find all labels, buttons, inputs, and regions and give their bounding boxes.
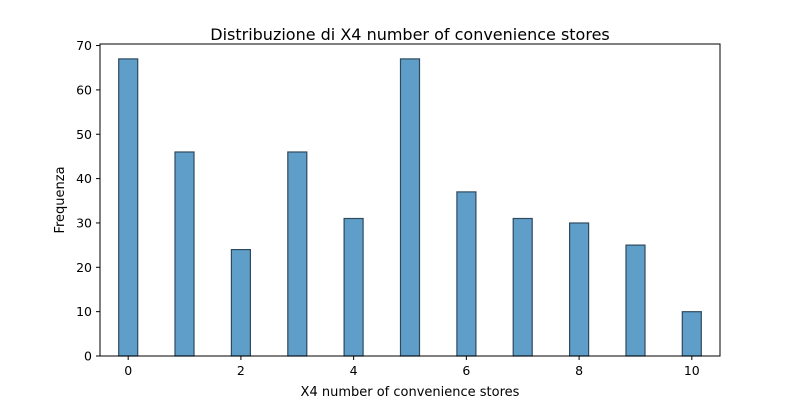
bars-group — [118, 58, 702, 357]
bar-1 — [174, 151, 195, 357]
x-axis-ticks: 0 2 4 6 8 10 — [124, 356, 700, 378]
y-tick-label-20: 20 — [76, 260, 92, 275]
bar-7 — [512, 217, 533, 357]
y-axis-ticks: 0 10 20 30 40 50 60 70 — [76, 38, 100, 364]
y-tick-label-50: 50 — [76, 127, 92, 142]
bar-4 — [343, 217, 364, 357]
bar-8 — [568, 222, 590, 357]
bar-6 — [456, 191, 477, 357]
bar-0 — [118, 58, 139, 357]
bar-3 — [287, 151, 308, 357]
x-tick-label-0: 0 — [124, 363, 132, 378]
y-axis-label: Frequenza — [53, 166, 68, 233]
bar-5 — [399, 58, 421, 357]
y-tick-label-40: 40 — [76, 171, 92, 186]
y-tick-label-60: 60 — [76, 82, 92, 97]
chart-title: Distribuzione di X4 number of convenienc… — [210, 25, 610, 44]
x-tick-label-8: 8 — [575, 363, 583, 378]
x-tick-label-2: 2 — [237, 363, 245, 378]
y-tick-label-70: 70 — [76, 38, 92, 53]
y-tick-label-30: 30 — [76, 215, 92, 230]
bar-10 — [681, 311, 702, 357]
x-tick-label-4: 4 — [350, 363, 358, 378]
x-tick-label-10: 10 — [684, 363, 700, 378]
bar-2 — [230, 249, 251, 357]
x-axis-label: X4 number of convenience stores — [301, 385, 520, 400]
plot-frame — [99, 43, 721, 357]
y-tick-label-0: 0 — [84, 349, 92, 364]
bar-9 — [625, 244, 646, 357]
y-tick-label-10: 10 — [76, 304, 92, 319]
x-tick-label-6: 6 — [462, 363, 470, 378]
